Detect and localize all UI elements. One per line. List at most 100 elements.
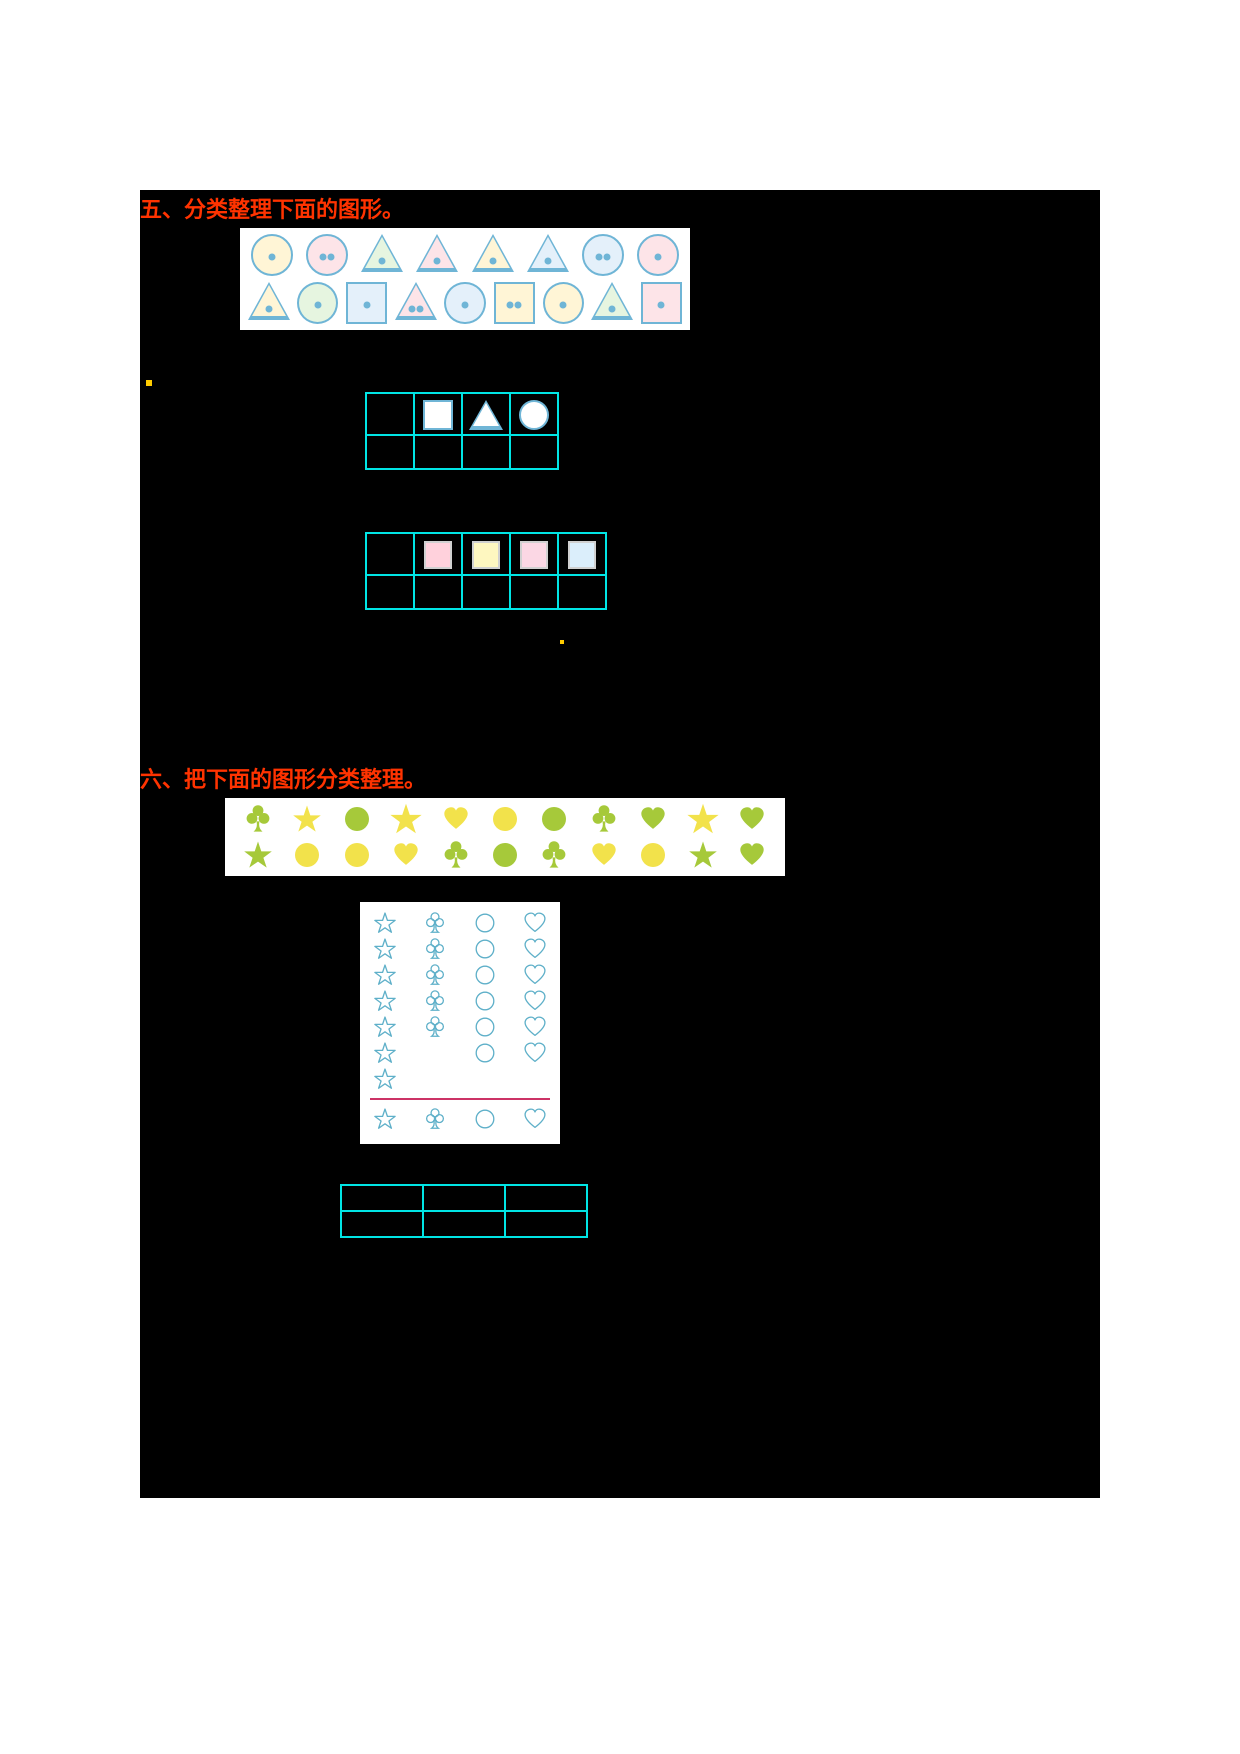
sort-grid [374, 912, 546, 1090]
club-outline-icon [424, 912, 446, 934]
table-header-cell [414, 393, 462, 435]
circle-icon [290, 838, 324, 872]
heart-outline-icon [524, 1042, 546, 1064]
table-cell[interactable] [462, 575, 510, 609]
circle-outline-icon [474, 990, 496, 1012]
sort-column-star [374, 912, 396, 1090]
spacer [140, 470, 1100, 532]
circle-outline-icon [474, 1108, 496, 1130]
club-outline-icon [424, 1016, 446, 1038]
table-cell[interactable] [341, 1185, 423, 1211]
table-cell[interactable] [366, 575, 414, 609]
spacer [140, 1144, 1100, 1184]
heart-icon [636, 802, 670, 836]
circle-outline-icon [474, 912, 496, 934]
star-outline-icon [374, 912, 396, 934]
section5-heading: 五、分类整理下面的图形。 [140, 190, 1100, 228]
heart-icon [735, 802, 769, 836]
table-header-cell [366, 393, 414, 435]
table-cell[interactable] [414, 435, 462, 469]
section5-shape-strip [240, 228, 690, 330]
sort-column-circle [474, 912, 496, 1090]
circle-shape [306, 234, 348, 276]
star-outline-icon [374, 1042, 396, 1064]
square-shape [641, 282, 682, 324]
table-cell[interactable] [414, 575, 462, 609]
table-header-cell [414, 533, 462, 575]
triangle-shape [592, 282, 633, 324]
circle-shape [582, 234, 624, 276]
club-icon [537, 838, 571, 872]
heart-outline-icon [524, 964, 546, 986]
spacer [140, 650, 1100, 760]
circle-shape [297, 282, 338, 324]
table-cell[interactable] [505, 1211, 587, 1237]
triangle-shape [248, 282, 289, 324]
spacer [140, 330, 1100, 392]
table-header-cell [510, 393, 558, 435]
star-outline-icon [374, 1016, 396, 1038]
heart-icon [439, 802, 473, 836]
marker-icon [560, 640, 564, 644]
table-cell[interactable] [558, 575, 606, 609]
circle-shape [251, 234, 293, 276]
star-outline-icon [374, 1108, 396, 1130]
heart-outline-icon [524, 1108, 546, 1130]
table-cell[interactable] [423, 1185, 505, 1211]
section6-heading: 六、把下面的图形分类整理。 [140, 760, 1100, 798]
table-cell[interactable] [341, 1211, 423, 1237]
table-cell[interactable] [462, 435, 510, 469]
triangle-shape [472, 234, 514, 276]
circle-outline-icon [474, 1016, 496, 1038]
star-icon [241, 838, 275, 872]
star-icon [290, 802, 324, 836]
table-cell[interactable] [423, 1211, 505, 1237]
square-shape [346, 282, 387, 324]
table-header-cell [462, 393, 510, 435]
sort-column-heart [524, 912, 546, 1090]
circle-icon [340, 802, 374, 836]
table-cell[interactable] [510, 435, 558, 469]
table-header-cell [558, 533, 606, 575]
table-cell[interactable] [510, 575, 558, 609]
spacer [140, 610, 1100, 650]
sort-column-club [424, 912, 446, 1090]
circle-icon [537, 802, 571, 836]
section6-icon-strip [225, 798, 785, 876]
club-outline-icon [424, 964, 446, 986]
spacer [140, 1238, 1100, 1498]
circle-icon [488, 802, 522, 836]
square-shape [494, 282, 535, 324]
circle-icon [488, 838, 522, 872]
circle-shape [444, 282, 485, 324]
shape-row [248, 282, 682, 324]
heart-icon [389, 838, 423, 872]
heart-outline-icon [524, 1016, 546, 1038]
triangle-shape [361, 234, 403, 276]
section5-table-by-shape [365, 392, 559, 470]
heart-icon [735, 838, 769, 872]
heart-outline-icon [524, 990, 546, 1012]
triangle-shape [395, 282, 436, 324]
circle-icon [340, 838, 374, 872]
section6-empty-table [340, 1184, 588, 1238]
club-outline-icon [424, 938, 446, 960]
star-icon [686, 838, 720, 872]
table-cell[interactable] [505, 1185, 587, 1211]
club-outline-icon [424, 1108, 446, 1130]
circle-outline-icon [474, 964, 496, 986]
section5-table-by-color [365, 532, 607, 610]
table-header-cell [510, 533, 558, 575]
star-outline-icon [374, 1068, 396, 1090]
club-icon [587, 802, 621, 836]
marker-icon [146, 380, 152, 386]
icon-row [233, 838, 777, 872]
table-header-cell [462, 533, 510, 575]
circle-icon [636, 838, 670, 872]
heart-icon [587, 838, 621, 872]
star-icon [686, 802, 720, 836]
star-outline-icon [374, 990, 396, 1012]
star-icon [389, 802, 423, 836]
club-outline-icon [424, 990, 446, 1012]
table-cell[interactable] [366, 435, 414, 469]
